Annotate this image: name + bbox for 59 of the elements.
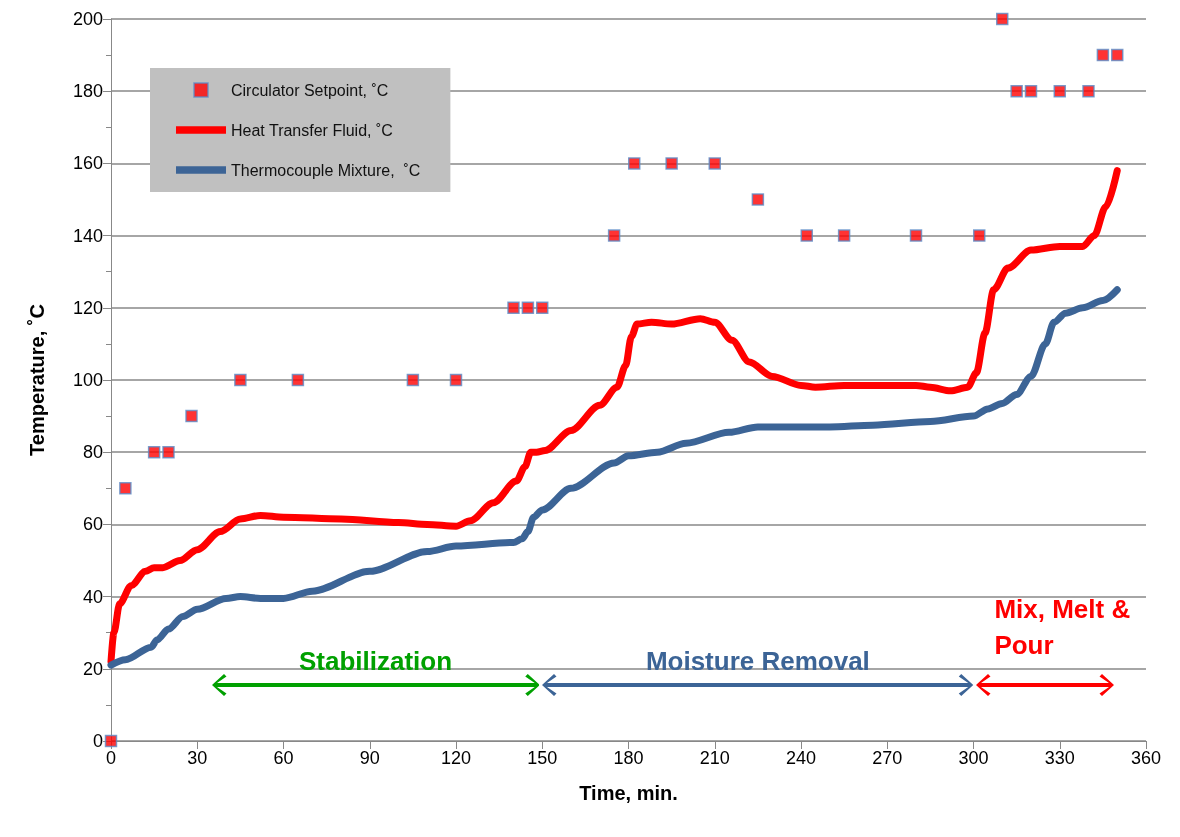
y-tick-label: 40: [82, 586, 103, 607]
point: [1024, 84, 1038, 98]
point: [291, 373, 305, 387]
point: [607, 229, 621, 242]
x-tick-label: 270: [872, 748, 903, 768]
y-tick-label: 60: [82, 514, 103, 535]
point: [147, 445, 161, 459]
point: [751, 193, 765, 206]
x-tick-label: 240: [785, 748, 817, 768]
x-tick-label: 120: [440, 748, 472, 768]
point: [1111, 48, 1124, 62]
point: [1082, 84, 1095, 98]
x-tick-label: 150: [527, 748, 558, 768]
point: [406, 373, 420, 387]
legend-label: Circulator Setpoint, ˚C: [231, 81, 389, 99]
point: [119, 482, 132, 495]
x-tick-label: 0: [105, 748, 117, 768]
legend-label: Thermocouple Mixture, ˚C: [231, 161, 421, 179]
point: [162, 445, 175, 459]
y-tick-label: 20: [82, 658, 103, 679]
y-tick-label: 160: [72, 153, 103, 174]
y-tick-label: 180: [72, 81, 103, 102]
legend-label: Heat Transfer Fluid, ˚C: [231, 121, 393, 139]
point: [973, 229, 986, 242]
point: [665, 157, 678, 170]
point: [449, 373, 463, 387]
y-tick-label: 120: [72, 297, 103, 318]
point: [996, 12, 1009, 26]
point: [837, 229, 851, 242]
point: [1096, 48, 1110, 62]
x-tick-label: 360: [1130, 748, 1162, 768]
y-tick-label: 100: [72, 370, 103, 390]
x-tick-label: 330: [1044, 748, 1075, 768]
point: [800, 229, 813, 242]
y-tick-label: 200: [72, 9, 103, 29]
x-tick-label: 60: [273, 748, 294, 768]
y-tick-label: 80: [82, 442, 103, 463]
annotation: Stabilization: [297, 645, 454, 678]
point: [1053, 84, 1066, 98]
y-axis-title: Temperature, ˚C: [26, 304, 48, 456]
x-tick-label: 30: [187, 748, 208, 768]
point: [708, 157, 721, 170]
annotation: Moisture Removal: [644, 645, 871, 678]
x-axis-title: Time, min.: [579, 782, 678, 804]
x-tick-label: 300: [958, 748, 989, 768]
annotation: Mix, Melt & Pour: [994, 593, 1132, 663]
point: [185, 409, 198, 423]
x-tick-label: 210: [699, 748, 730, 768]
y-tick-label: 140: [72, 225, 103, 246]
point: [536, 301, 549, 315]
y-tick-label: 0: [92, 731, 103, 751]
point: [507, 301, 520, 315]
point: [521, 301, 535, 315]
x-tick-label: 180: [613, 748, 644, 768]
point: [628, 157, 641, 170]
point: [909, 229, 923, 242]
x-tick-label: 90: [359, 748, 380, 768]
point: [1010, 84, 1023, 98]
point: [234, 373, 247, 387]
